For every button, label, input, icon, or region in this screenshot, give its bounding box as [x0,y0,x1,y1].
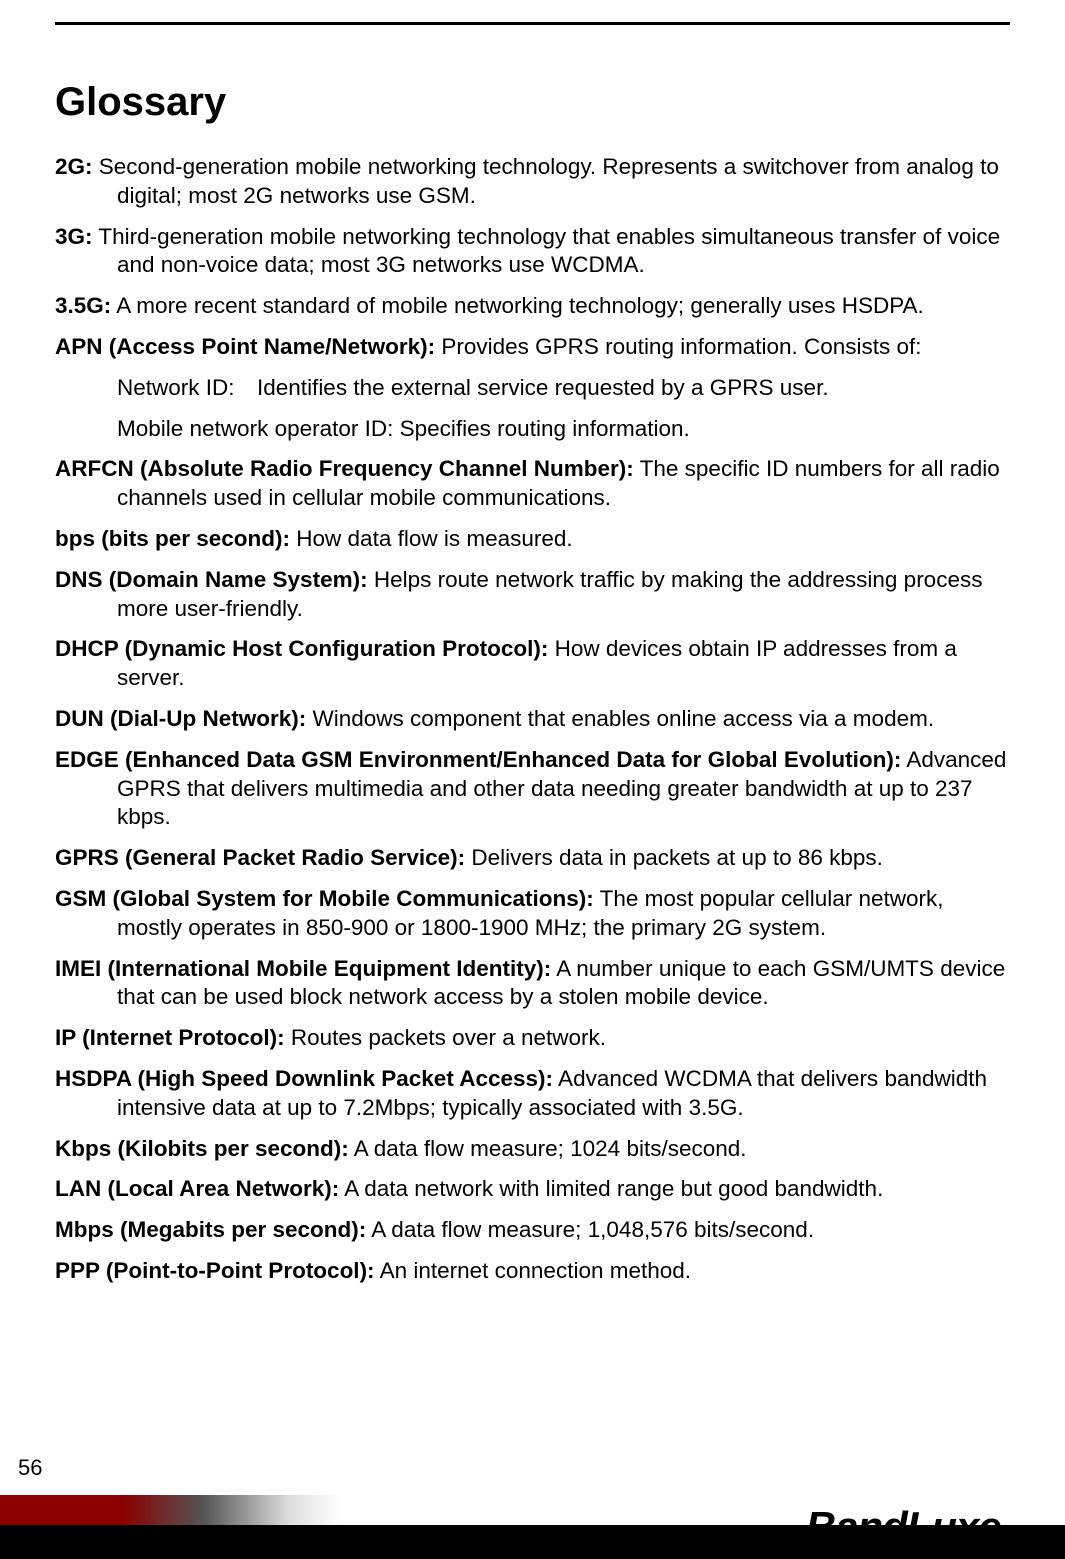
glossary-definition: A data flow measure; 1024 bits/second. [349,1136,747,1161]
glossary-entry: APN (Access Point Name/Network): Provide… [55,333,1010,362]
glossary-entry: 3G: Third-generation mobile networking t… [55,223,1010,281]
glossary-term: Kbps (Kilobits per second): [55,1136,349,1161]
glossary-term: EDGE (Enhanced Data GSM Environment/Enha… [55,747,901,772]
glossary-entry: IP (Internet Protocol): Routes packets o… [55,1024,1010,1053]
glossary-definition: Routes packets over a network. [285,1025,606,1050]
brand-tm: TM [1005,1528,1025,1544]
glossary-entry: bps (bits per second): How data flow is … [55,525,1010,554]
glossary-definition: Second-generation mobile networking tech… [93,154,999,208]
brand-text: BandLuxe [806,1503,1001,1551]
glossary-entry: DUN (Dial-Up Network): Windows component… [55,705,1010,734]
glossary-entry: PPP (Point-to-Point Protocol): An intern… [55,1257,1010,1286]
glossary-term: DUN (Dial-Up Network): [55,706,306,731]
glossary-term: GPRS (General Packet Radio Service): [55,845,465,870]
glossary-term: Mbps (Megabits per second): [55,1217,366,1242]
glossary-definition: A data network with limited range but go… [339,1176,883,1201]
glossary-definition: Windows component that enables online ac… [306,706,934,731]
glossary-entry: GSM (Global System for Mobile Communicat… [55,885,1010,943]
glossary-definition: Third-generation mobile networking techn… [93,224,1001,278]
glossary-term: HSDPA (High Speed Downlink Packet Access… [55,1066,553,1091]
glossary-term: IMEI (International Mobile Equipment Ide… [55,956,551,981]
glossary-entry: 2G: Second-generation mobile networking … [55,153,1010,211]
glossary-entry: GPRS (General Packet Radio Service): Del… [55,844,1010,873]
glossary-entry: DHCP (Dynamic Host Configuration Protoco… [55,635,1010,693]
glossary-entry: IMEI (International Mobile Equipment Ide… [55,955,1010,1013]
glossary-entry: LAN (Local Area Network): A data network… [55,1175,1010,1204]
brand-logo: BandLuxe TM [806,1503,1025,1551]
glossary-definition: How data flow is measured. [290,526,573,551]
glossary-entry: ARFCN (Absolute Radio Frequency Channel … [55,455,1010,513]
glossary-term: APN (Access Point Name/Network): [55,334,435,359]
glossary-term: 2G: [55,154,93,179]
glossary-definition: An internet connection method. [375,1258,691,1283]
glossary-entry: Mbps (Megabits per second): A data flow … [55,1216,1010,1245]
footer-bar: BandLuxe TM [0,1495,1065,1559]
glossary-term: 3.5G: [55,293,111,318]
glossary-entry: Kbps (Kilobits per second): A data flow … [55,1135,1010,1164]
glossary-term: GSM (Global System for Mobile Communicat… [55,886,594,911]
glossary-term: PPP (Point-to-Point Protocol): [55,1258,375,1283]
page-title: Glossary [55,80,1010,125]
glossary-entry: 3.5G: A more recent standard of mobile n… [55,292,1010,321]
glossary-definition: A more recent standard of mobile network… [111,293,924,318]
page-number: 56 [18,1455,42,1481]
glossary-subline: Mobile network operator ID: Specifies ro… [55,415,1010,444]
glossary-entry: DNS (Domain Name System): Helps route ne… [55,566,1010,624]
glossary-term: ARFCN (Absolute Radio Frequency Channel … [55,456,634,481]
glossary-term: DHCP (Dynamic Host Configuration Protoco… [55,636,548,661]
glossary-subline: Network ID: Identifies the external serv… [55,374,1010,403]
glossary-term: bps (bits per second): [55,526,290,551]
glossary-definition: Delivers data in packets at up to 86 kbp… [465,845,883,870]
footer-gradient [0,1495,340,1525]
glossary-list: 2G: Second-generation mobile networking … [55,153,1010,1286]
glossary-term: IP (Internet Protocol): [55,1025,285,1050]
glossary-term: DNS (Domain Name System): [55,567,368,592]
glossary-definition: A data flow measure; 1,048,576 bits/seco… [366,1217,814,1242]
glossary-definition: Provides GPRS routing information. Consi… [435,334,921,359]
glossary-term: LAN (Local Area Network): [55,1176,339,1201]
glossary-entry: EDGE (Enhanced Data GSM Environment/Enha… [55,746,1010,832]
page-content: Glossary 2G: Second-generation mobile ne… [0,25,1065,1286]
glossary-entry: HSDPA (High Speed Downlink Packet Access… [55,1065,1010,1123]
glossary-term: 3G: [55,224,93,249]
